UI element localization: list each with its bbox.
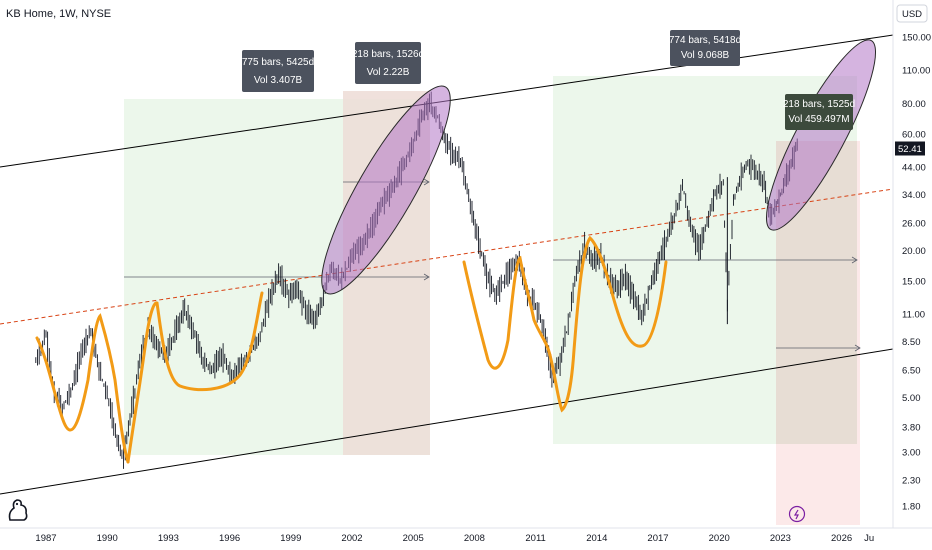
- y-tick-label: 1.80: [902, 502, 921, 513]
- tradingview-logo-icon[interactable]: [8, 499, 28, 521]
- y-tick-label: 2.30: [902, 476, 921, 487]
- y-tick-label: 26.00: [902, 218, 926, 229]
- y-tick-label: 3.80: [902, 422, 921, 433]
- measure-badge-vol: Vol 3.407B: [254, 75, 303, 86]
- measure-badge-1: [242, 50, 314, 92]
- pattern-curve-2: [126, 291, 264, 464]
- x-tick-label: 2011: [525, 533, 545, 544]
- currency-label: USD: [902, 9, 922, 20]
- x-tick-label: 2026: [831, 533, 852, 544]
- x-tick-label: 2023: [770, 533, 791, 544]
- x-tick-label: 2020: [709, 533, 730, 544]
- measure-badge-vol: Vol 2.22B: [367, 67, 410, 78]
- y-tick-label: 44.00: [902, 163, 926, 174]
- y-tick-label: 5.00: [902, 393, 921, 404]
- channel-boundary: [0, 0, 893, 1]
- pattern-curve-4: [548, 235, 668, 413]
- measure-badges: 775 bars, 5425d Vol 3.407B 218 bars, 1526d…: [242, 30, 855, 130]
- y-tick-label: 11.00: [902, 310, 925, 321]
- y-tick-label: 110.00: [902, 65, 930, 76]
- y-tick-label: 20.00: [902, 246, 926, 257]
- measure-arrowhead-1: [423, 273, 430, 281]
- x-tick-label: 2017: [647, 533, 668, 544]
- x-tick-label: 2014: [586, 533, 607, 544]
- x-tick-label: 1999: [280, 533, 301, 544]
- y-tick-label: 15.00: [902, 277, 926, 288]
- measure-badge-4: [785, 94, 853, 130]
- x-tick-label: 1993: [158, 533, 179, 544]
- measure-badge-3: [670, 30, 740, 66]
- measure-badge-bars: 218 bars, 1525d: [783, 99, 855, 110]
- x-tick-label: 2008: [464, 533, 485, 544]
- x-tick-label: 1996: [219, 533, 240, 544]
- replay-icon[interactable]: [788, 505, 806, 523]
- measure-badge-2: [355, 42, 421, 84]
- currency-button[interactable]: [896, 4, 928, 23]
- measure-badge-vol: Vol 459.497M: [788, 114, 849, 125]
- y-tick-label: 34.00: [902, 190, 926, 201]
- measure-badge-bars: 218 bars, 1526d: [352, 49, 424, 60]
- measure-arrowhead-3: [851, 256, 858, 264]
- measure-zones: [124, 76, 861, 525]
- chart-title: KB Home, 1W, NYSE: [6, 8, 112, 20]
- last-price-marker: [895, 141, 925, 156]
- pattern-curves: [35, 39, 877, 464]
- x-tick-label: 1990: [97, 533, 118, 544]
- measure-badge-bars: 774 bars, 5418d: [669, 35, 741, 46]
- y-axis[interactable]: USD 150.00 110.00 80.00 60.00 44.00 34.00 26.00…: [892, 0, 931, 528]
- x-tick-label: 2005: [403, 533, 424, 544]
- highlight-ellipse-1: [321, 85, 451, 295]
- measure-badge-vol: Vol 9.068B: [681, 50, 730, 61]
- channel-lower-line: [0, 348, 894, 495]
- x-axis[interactable]: 1987 1990 1993 1996 1999 2002 2005 2008 2011 2014…: [0, 527, 932, 544]
- pattern-curve-3: [462, 255, 552, 370]
- x-tick-label: Ju: [864, 533, 874, 544]
- measure-badge-bars: 775 bars, 5425d: [242, 57, 314, 68]
- y-tick-label: 8.50: [902, 337, 921, 348]
- measure-arrowhead-2: [423, 178, 430, 186]
- y-tick-label: 60.00: [902, 130, 926, 141]
- y-tick-label: 3.00: [902, 447, 921, 458]
- x-tick-label: 2002: [341, 533, 362, 544]
- y-tick-label: 6.50: [902, 365, 921, 376]
- pattern-curve-1: [35, 313, 130, 464]
- x-tick-label: 1987: [35, 533, 56, 544]
- last-price-label: 52.41: [898, 144, 922, 155]
- channel-mid-line: [0, 188, 894, 325]
- y-tick-label: 150.00: [902, 33, 931, 44]
- y-tick-label: 80.00: [902, 99, 926, 110]
- measure-arrowhead-4: [854, 344, 861, 352]
